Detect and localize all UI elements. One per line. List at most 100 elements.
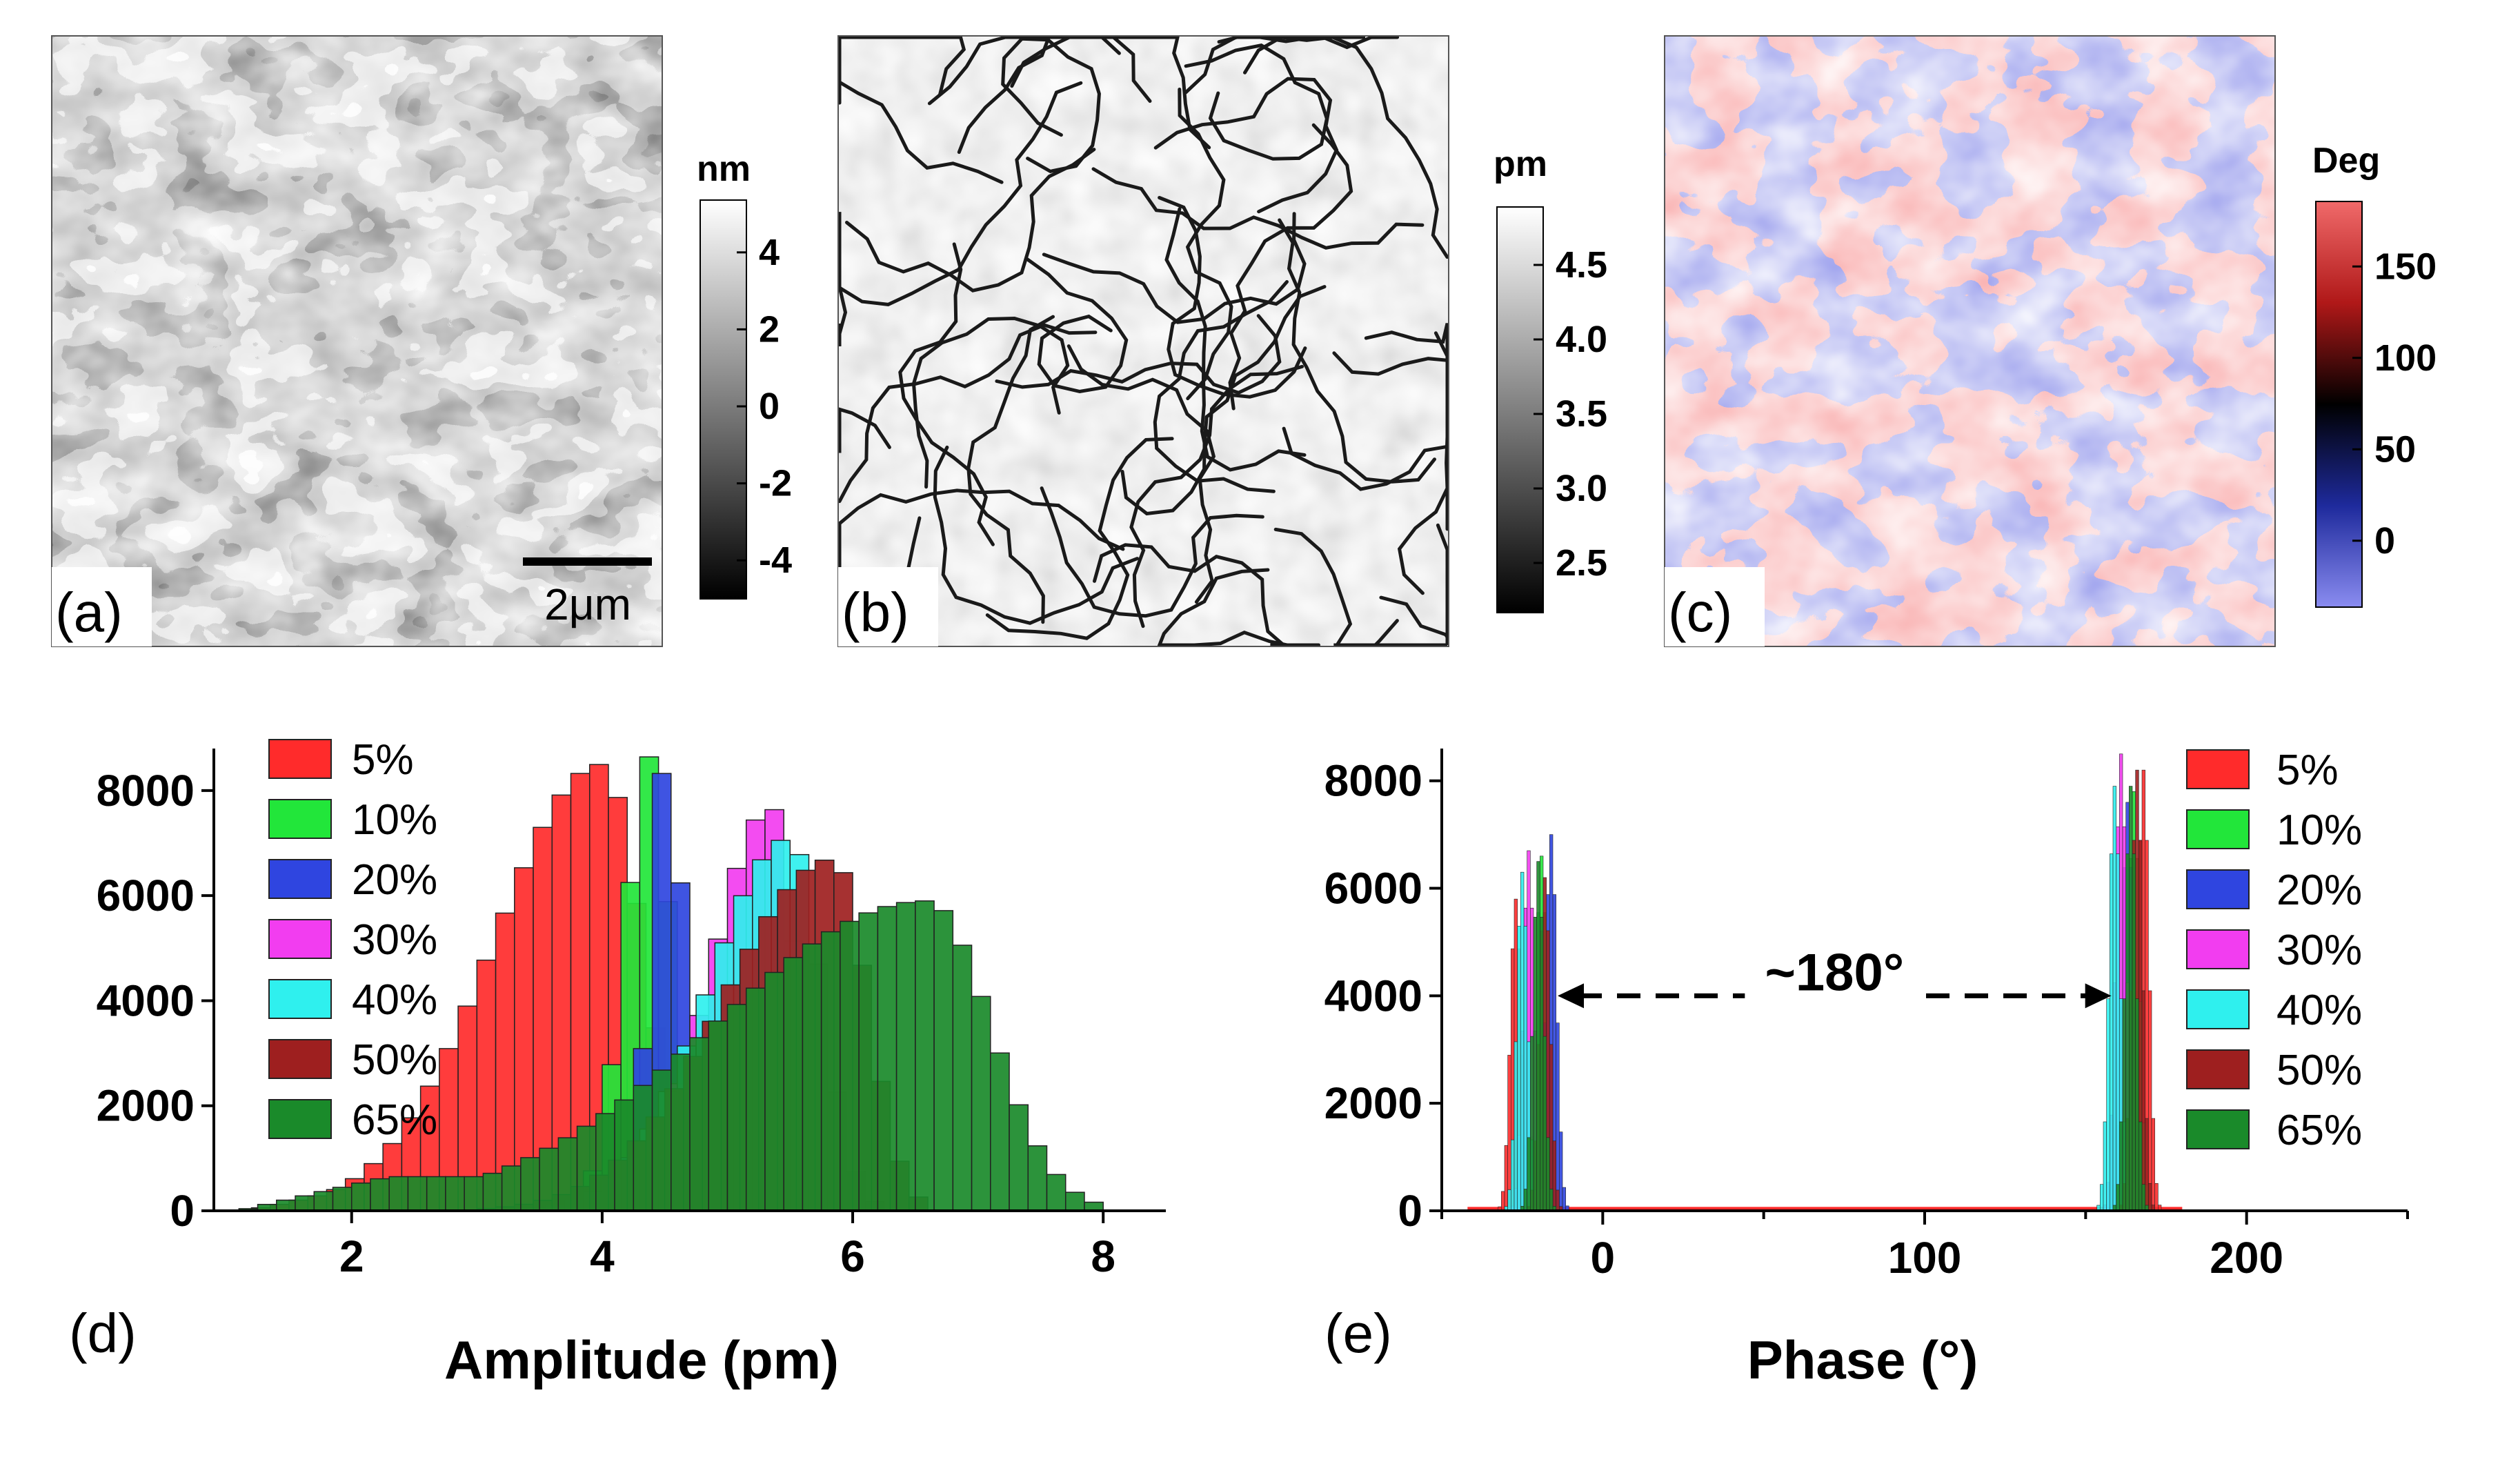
histogram-bar	[1546, 1137, 1550, 1211]
domain-wall	[1217, 35, 1365, 44]
panel-label-d: (d)	[69, 1303, 137, 1364]
panel-label-b: (b)	[842, 582, 909, 643]
colorbar-a-tick-label: 0	[759, 386, 780, 427]
histogram-bar	[2145, 1118, 2149, 1211]
domain-wall	[1332, 351, 1449, 531]
domain-wall	[1184, 43, 1329, 161]
colorbar-a-tick-label: 2	[759, 308, 780, 350]
series-65pct	[1520, 786, 2149, 1211]
domain-wall	[1120, 285, 1327, 516]
domain-wall	[837, 323, 1098, 504]
x-tick-label: 100	[1888, 1233, 1962, 1283]
y-tick-label: 0	[170, 1186, 195, 1236]
histogram-bar	[671, 1053, 691, 1211]
legend-label: 5%	[2276, 746, 2339, 794]
colorbar-a-tick-label: 4	[759, 232, 780, 273]
histogram-bar	[1542, 1036, 1547, 1211]
panel-label-c: (c)	[1668, 582, 1732, 643]
legend-swatch	[2186, 809, 2250, 849]
x-tick-label: 0	[1591, 1233, 1616, 1283]
legend-swatch	[2186, 749, 2250, 789]
x-tick-label: 4	[590, 1231, 615, 1281]
domain-wall	[898, 242, 995, 546]
domain-wall	[1371, 619, 1447, 647]
histogram-bar	[726, 1004, 747, 1211]
domain-wall	[1178, 88, 1233, 401]
legend-swatch	[2186, 869, 2250, 909]
legend-label: 30%	[2276, 927, 2362, 974]
domain-wall	[1153, 280, 1289, 493]
histogram-bar	[764, 971, 784, 1211]
histogram-bar	[2125, 853, 2130, 1211]
histogram-bar	[1046, 1174, 1066, 1211]
colorbar-b	[1496, 206, 1544, 613]
histogram-bar	[501, 1165, 522, 1211]
panel-b: (b) pm 4.5 4.0 3.5 3.0 2.5	[837, 35, 1607, 647]
legend-label: 5%	[352, 736, 414, 784]
colorbar-a-tick-label: -4	[759, 540, 792, 581]
histogram-bar	[1507, 1189, 1511, 1211]
histogram-bar	[370, 1178, 390, 1211]
y-tick-label: 2000	[1325, 1078, 1422, 1128]
histogram-bar	[1549, 1189, 1554, 1211]
y-tick-label: 6000	[1325, 864, 1422, 913]
histogram-bar	[1511, 1139, 1515, 1211]
histogram-bar	[971, 996, 991, 1211]
legend-label: 65%	[352, 1096, 437, 1144]
phase-map	[1665, 36, 2275, 646]
legend-label: 20%	[2276, 867, 2362, 914]
colorbar-c-tick-label: 50	[2374, 428, 2416, 470]
domain-wall	[1129, 364, 1304, 629]
legend-label: 10%	[2276, 807, 2362, 854]
histogram-bar	[689, 1037, 709, 1211]
y-tick-label: 8000	[1325, 756, 1422, 806]
y-tick-label: 4000	[97, 976, 195, 1025]
legend-label: 50%	[352, 1036, 437, 1084]
histogram-bar	[407, 1176, 428, 1211]
histogram-bar	[915, 900, 935, 1211]
panel-label-a: (a)	[55, 582, 123, 643]
histogram-bar	[745, 987, 766, 1211]
legend-label: 50%	[2276, 1047, 2362, 1094]
histogram-bar	[539, 1147, 559, 1211]
histogram-bar	[1027, 1145, 1048, 1211]
x-tick-label: 200	[2210, 1233, 2283, 1283]
y-tick-label: 4000	[1325, 971, 1422, 1020]
histogram-bar	[1533, 917, 1537, 1211]
colorbar-b-tick-label: 4.5	[1556, 244, 1607, 286]
histogram-bar	[783, 957, 804, 1211]
histogram-bar	[1514, 1041, 1518, 1211]
histogram-bar	[1523, 926, 1527, 1211]
colorbar-c	[2315, 201, 2363, 608]
histogram-bar	[2112, 786, 2116, 1211]
annotation-label: ~180°	[1765, 943, 1905, 1002]
colorbar-a-tick-label: -2	[759, 463, 792, 504]
colorbar-a	[700, 199, 747, 600]
histogram-bar	[1523, 1189, 1527, 1211]
legend-swatch	[268, 859, 332, 899]
histogram-bar	[2110, 853, 2114, 1211]
histogram-bar	[651, 1069, 672, 1211]
arrowhead-right	[2085, 983, 2112, 1009]
histogram-bar	[1549, 1044, 1554, 1211]
histogram-bar	[2103, 1121, 2107, 1211]
colorbar-c-unit: Deg	[2312, 141, 2380, 181]
histogram-phase: 0 100 20002000400060008000~180°5%10%20%30%…	[1325, 746, 2409, 1390]
colorbar-c-tick-label: 0	[2374, 520, 2395, 562]
colorbar-b-tick-label: 3.5	[1556, 393, 1607, 435]
histogram-bar	[313, 1191, 334, 1211]
histogram-bar	[614, 1099, 635, 1211]
histogram-bar	[557, 1137, 578, 1211]
histogram-amplitude: 2 4 6 8 0 2000 4000 6000 8000 5% 10% 20% 30% 40% 50% 65…	[69, 736, 1166, 1390]
colorbar-c-tick-label: 150	[2374, 246, 2437, 287]
histogram-bar	[2116, 1184, 2120, 1211]
colorbar-b-unit: pm	[1494, 144, 1547, 184]
histogram-bar	[1009, 1104, 1029, 1211]
y-tick-label: 2000	[97, 1081, 195, 1131]
series-40pct	[1504, 786, 2133, 1211]
histogram-bar	[1064, 1191, 1085, 1211]
legend-label: 30%	[352, 916, 437, 964]
histogram-bar	[2119, 1121, 2123, 1211]
legend-swatch	[2186, 929, 2250, 969]
legend-swatch	[2186, 989, 2250, 1029]
